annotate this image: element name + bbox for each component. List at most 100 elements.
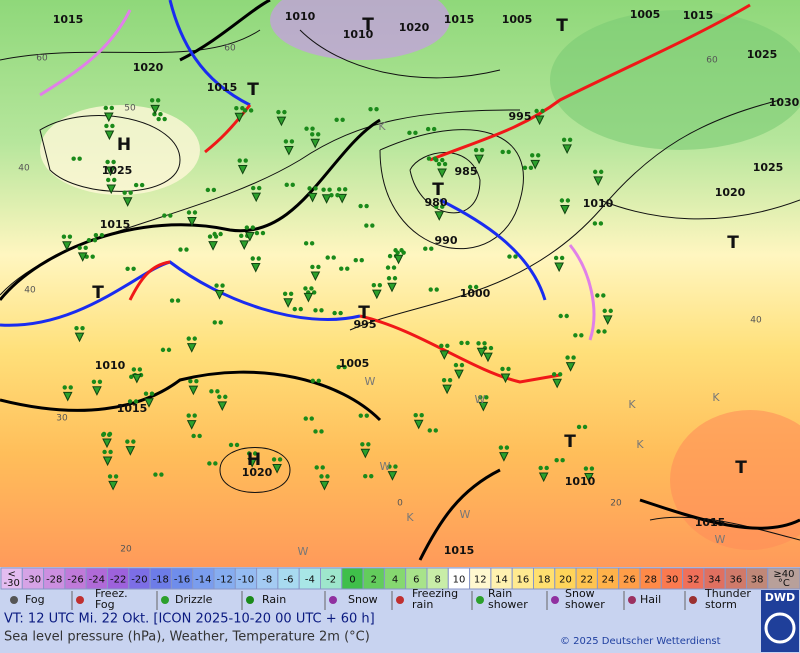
shower-triangle [247, 458, 257, 468]
rain-dot [564, 313, 569, 319]
pressure-center: T [727, 233, 739, 253]
weather-label: rain [412, 598, 433, 611]
rain-dot [90, 254, 95, 259]
rain-dot [212, 320, 217, 325]
rain-dot [213, 461, 218, 466]
scale-label: -14 [195, 575, 211, 586]
scale-label: 30 [666, 575, 679, 586]
shower-triangle [321, 194, 332, 204]
rain-dot [434, 204, 439, 209]
scale-label: 6 [413, 575, 419, 586]
shower-triangle [188, 385, 199, 396]
region-mark: K [636, 438, 644, 451]
shower-triangle [186, 420, 197, 430]
shower-triangle [310, 271, 321, 282]
rain-dot [336, 187, 342, 192]
rain-dot [554, 458, 559, 463]
shower-triangle [104, 130, 115, 141]
weather-label: Snow [348, 593, 378, 606]
shower-triangle [245, 232, 255, 242]
rain-dot [579, 333, 584, 338]
grid-label: 40 [750, 316, 762, 326]
cold-area [270, 0, 450, 60]
rain-dot [592, 221, 598, 226]
rain-dot [131, 439, 136, 444]
scale-label: -28 [46, 575, 62, 586]
rain-dot [598, 221, 604, 226]
rain-dot [407, 130, 412, 136]
scale-label: 16 [516, 575, 529, 586]
shower-triangle [62, 241, 72, 251]
rain-dot [440, 204, 445, 209]
shower-triangle [393, 254, 404, 265]
rain-dot [432, 156, 438, 161]
rain-dot [334, 117, 339, 122]
rain-dot [364, 203, 369, 209]
rain-dot [129, 374, 134, 380]
scale-label: 34 [708, 575, 721, 586]
rain-dot [237, 158, 242, 163]
rain-dot [428, 287, 433, 292]
rain-dot [276, 109, 281, 115]
shower-triangle [251, 192, 262, 203]
scale-low-label: -30 [3, 578, 19, 589]
weather-label: Fog [25, 593, 45, 606]
grid-label: 20 [120, 545, 132, 555]
rain-dot [506, 366, 511, 372]
scale-label: -8 [262, 575, 272, 586]
rain-dot [71, 156, 76, 161]
rain-dot [211, 187, 217, 193]
pressure-label: 1025 [753, 161, 784, 174]
rain-dot [445, 343, 450, 349]
pressure-center: T [564, 432, 576, 452]
shower-triangle [387, 282, 397, 293]
rain-dot [391, 265, 397, 270]
rain-dot [429, 246, 434, 251]
rain-dot [67, 234, 73, 239]
rain-dot [506, 149, 511, 155]
rain-dot [292, 306, 297, 312]
pressure-label: 1020 [715, 186, 746, 199]
rain-dot [158, 112, 163, 117]
rain-dot [284, 182, 289, 188]
weather-icon [551, 596, 559, 604]
rain-dot [387, 253, 393, 259]
pressure-label: 1010 [565, 475, 596, 488]
weather-icon [689, 596, 697, 604]
rain-dot [166, 347, 172, 353]
shower-triangle [102, 438, 112, 449]
rain-dot [338, 310, 343, 316]
scale-label: 10 [453, 575, 466, 586]
rain-dot [192, 210, 198, 215]
scale-label: 28 [644, 575, 657, 586]
rain-dot [335, 193, 340, 198]
weather-label: Freez. [95, 587, 128, 600]
rain-dot [360, 442, 365, 447]
rain-dot [103, 105, 109, 111]
scale-label: -26 [67, 575, 83, 586]
copyright: © 2025 Deutscher Wetterdienst [560, 636, 721, 647]
rain-dot [482, 341, 487, 346]
rain-dot [131, 367, 137, 372]
weather-label: Hail [640, 593, 661, 606]
pressure-label: 1020 [242, 466, 273, 479]
shower-triangle [413, 419, 424, 430]
rain-dot [223, 394, 228, 400]
rain-dot [431, 126, 437, 132]
shower-triangle [310, 138, 321, 149]
rain-dot [162, 213, 167, 218]
rain-dot [252, 451, 258, 456]
rain-dot [459, 362, 465, 368]
region-mark: W [715, 533, 726, 546]
shower-triangle [105, 166, 116, 177]
rain-dot [215, 389, 220, 394]
rain-dot [62, 385, 67, 390]
pressure-label: 1010 [285, 10, 316, 23]
rain-dot [110, 123, 115, 129]
rain-dot [186, 336, 191, 341]
rain-dot [304, 126, 309, 131]
shower-triangle [478, 401, 489, 412]
rain-dot [453, 362, 459, 368]
rain-dot [484, 395, 489, 400]
